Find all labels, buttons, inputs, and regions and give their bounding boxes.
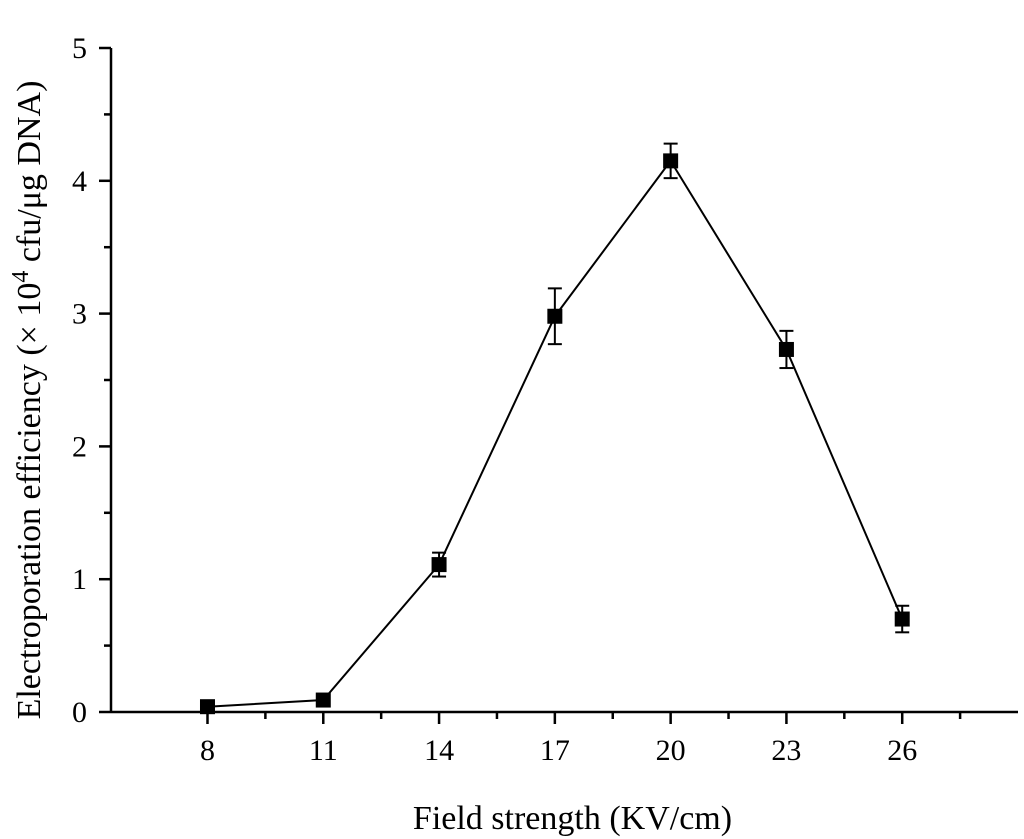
data-point	[894, 611, 910, 627]
x-tick-label: 11	[309, 734, 338, 767]
y-axis-title: Electroporation efficiency (× 104 cfu/μg…	[8, 81, 48, 720]
x-tick-label: 26	[887, 734, 917, 767]
y-tick-label: 2	[72, 430, 87, 463]
x-tick-label: 20	[656, 734, 686, 767]
y-axis-title-suffix: cfu/μg DNA)	[11, 81, 48, 271]
y-tick-label: 5	[72, 32, 87, 65]
data-point	[663, 153, 679, 169]
data-point	[199, 699, 215, 715]
x-tick-label: 17	[540, 734, 570, 767]
data-point	[315, 692, 331, 708]
data-point	[547, 308, 563, 324]
data-series	[199, 142, 910, 715]
x-tick-label: 23	[771, 734, 801, 767]
x-tick-label: 8	[200, 734, 215, 767]
x-tick-label: 14	[424, 734, 454, 767]
y-axis-title-superscript: 4	[8, 271, 34, 283]
data-point	[778, 341, 794, 357]
y-tick-label: 4	[72, 165, 87, 198]
y-tick-label: 1	[72, 563, 87, 596]
y-tick-label: 0	[72, 696, 87, 729]
series-line	[207, 159, 904, 708]
y-axis-title-prefix: Electroporation efficiency (× 10	[11, 283, 48, 720]
data-point	[431, 557, 447, 573]
y-tick-label: 3	[72, 298, 87, 331]
x-axis-title: Field strength (KV/cm)	[413, 800, 732, 837]
